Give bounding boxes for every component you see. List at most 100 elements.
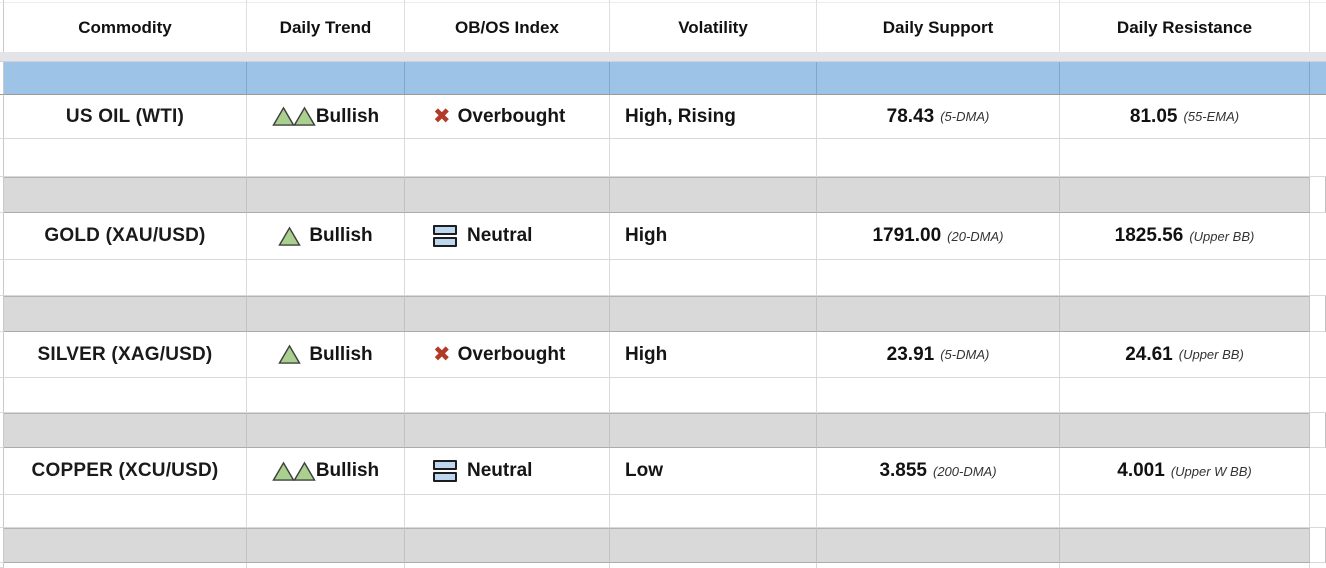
- support-basis: (5-DMA): [940, 109, 990, 124]
- empty-row: [0, 260, 1326, 296]
- trend-cell[interactable]: Bullish: [247, 448, 405, 495]
- obos-cell[interactable]: Neutral: [405, 448, 610, 495]
- bullish-triangle-icon: [293, 460, 316, 481]
- commodity-name: SILVER (XAG/USD): [37, 343, 213, 365]
- obos-cell[interactable]: ✖ Overbought: [405, 95, 610, 139]
- header-label-daily-resistance: Daily Resistance: [1116, 17, 1253, 37]
- header-label-commodity: Commodity: [78, 17, 172, 37]
- bottom-sliver-row: [0, 563, 1326, 568]
- trend-cell[interactable]: Bullish: [247, 95, 405, 139]
- resistance-cell[interactable]: 4.001 (Upper W BB): [1060, 448, 1310, 495]
- support-value: 3.855: [879, 460, 927, 481]
- header-row: Commodity Daily Trend OB/OS Index Volati…: [0, 3, 1326, 52]
- volatility-cell[interactable]: High, Rising: [610, 95, 817, 139]
- highlight-cell[interactable]: [817, 62, 1060, 95]
- volatility-label: Low: [625, 460, 663, 481]
- header-cell-daily-resistance[interactable]: Daily Resistance: [1060, 3, 1310, 52]
- bullish-triangle-icon: [272, 106, 295, 126]
- support-basis: (200-DMA): [932, 463, 997, 479]
- header-label-volatility: Volatility: [678, 17, 748, 37]
- trend-label: Bullish: [309, 225, 373, 246]
- neutral-bars-icon: [433, 460, 457, 482]
- header-cell-daily-support[interactable]: Daily Support: [817, 3, 1060, 52]
- trend-cell[interactable]: Bullish: [247, 332, 405, 378]
- commodity-cell[interactable]: GOLD (XAU/USD): [4, 213, 247, 260]
- frozen-row-divider: [0, 52, 1326, 62]
- overbought-cross-icon: ✖: [433, 105, 451, 128]
- highlight-cell[interactable]: [4, 62, 247, 95]
- highlight-cell[interactable]: [247, 62, 405, 95]
- support-cell[interactable]: 3.855 (200-DMA): [817, 448, 1060, 495]
- support-value: 78.43: [886, 105, 935, 127]
- resistance-cell[interactable]: 81.05 (55-EMA): [1060, 95, 1310, 139]
- volatility-label: High, Rising: [625, 105, 736, 127]
- band-row: [0, 177, 1326, 213]
- bullish-triangle-icon: [293, 106, 316, 126]
- bullish-triangle-icon: [278, 344, 302, 364]
- neutral-bars-icon: [433, 225, 457, 247]
- resistance-cell[interactable]: 1825.56 (Upper BB): [1060, 213, 1310, 260]
- trend-label: Bullish: [315, 460, 380, 481]
- volatility-cell[interactable]: Low: [610, 448, 817, 495]
- resistance-value: 24.61: [1125, 343, 1173, 365]
- highlight-cell[interactable]: [610, 62, 817, 95]
- support-cell[interactable]: 78.43 (5-DMA): [817, 95, 1060, 139]
- resistance-value: 1825.56: [1114, 225, 1184, 246]
- resistance-basis: (Upper W BB): [1170, 463, 1252, 479]
- edge-cell: [0, 3, 4, 52]
- resistance-value: 4.001: [1117, 460, 1165, 481]
- band-row: [0, 528, 1326, 563]
- edge-cell: [0, 0, 4, 3]
- header-cell-commodity[interactable]: Commodity: [4, 3, 247, 52]
- table-row-silver: SILVER (XAG/USD) Bullish ✖ Overbought Hi…: [0, 332, 1326, 378]
- volatility-cell[interactable]: High: [610, 332, 817, 378]
- empty-row: [0, 139, 1326, 177]
- resistance-cell[interactable]: 24.61 (Upper BB): [1060, 332, 1310, 378]
- obos-label: Overbought: [457, 343, 566, 365]
- support-cell[interactable]: 1791.00 (20-DMA): [817, 213, 1060, 260]
- obos-label: Overbought: [457, 105, 566, 127]
- resistance-basis: (Upper BB): [1178, 347, 1244, 362]
- commodity-name: COPPER (XCU/USD): [31, 460, 219, 481]
- overbought-cross-icon: ✖: [433, 343, 451, 366]
- volatility-cell[interactable]: High: [610, 213, 817, 260]
- header-label-daily-trend: Daily Trend: [279, 17, 372, 37]
- bullish-triangle-icon: [272, 460, 295, 481]
- trend-cell[interactable]: Bullish: [247, 213, 405, 260]
- highlight-cell[interactable]: [1060, 62, 1310, 95]
- header-cell-daily-trend[interactable]: Daily Trend: [247, 3, 405, 52]
- support-value: 23.91: [886, 343, 935, 365]
- header-label-daily-support: Daily Support: [882, 17, 994, 37]
- commodity-cell[interactable]: US OIL (WTI): [4, 95, 247, 139]
- highlight-row: [0, 62, 1326, 95]
- obos-label: Neutral: [467, 225, 533, 246]
- empty-row: [0, 495, 1326, 528]
- band-row: [0, 413, 1326, 448]
- obos-cell[interactable]: Neutral: [405, 213, 610, 260]
- trend-label: Bullish: [309, 343, 373, 365]
- table-row-gold: GOLD (XAU/USD) Bullish Neutral High 1791…: [0, 213, 1326, 260]
- commodity-cell[interactable]: SILVER (XAG/USD): [4, 332, 247, 378]
- obos-cell[interactable]: ✖ Overbought: [405, 332, 610, 378]
- resistance-basis: (Upper BB): [1189, 228, 1255, 244]
- resistance-value: 81.05: [1129, 105, 1178, 127]
- trend-label: Bullish: [315, 105, 380, 127]
- volatility-label: High: [625, 225, 668, 246]
- header-cell-volatility[interactable]: Volatility: [610, 3, 817, 52]
- header-cell-obos-index[interactable]: OB/OS Index: [405, 3, 610, 52]
- top-sliver-row: [0, 0, 1326, 3]
- empty-row: [0, 378, 1326, 413]
- commodity-name: GOLD (XAU/USD): [44, 225, 206, 246]
- resistance-basis: (55-EMA): [1183, 109, 1240, 124]
- commodity-cell[interactable]: COPPER (XCU/USD): [4, 448, 247, 495]
- commodity-name: US OIL (WTI): [65, 105, 185, 127]
- support-basis: (20-DMA): [947, 228, 1004, 244]
- support-cell[interactable]: 23.91 (5-DMA): [817, 332, 1060, 378]
- band-row: [0, 296, 1326, 332]
- volatility-label: High: [625, 343, 668, 365]
- bullish-triangle-icon: [278, 225, 302, 246]
- highlight-cell[interactable]: [405, 62, 610, 95]
- obos-label: Neutral: [467, 460, 533, 481]
- support-basis: (5-DMA): [940, 347, 990, 362]
